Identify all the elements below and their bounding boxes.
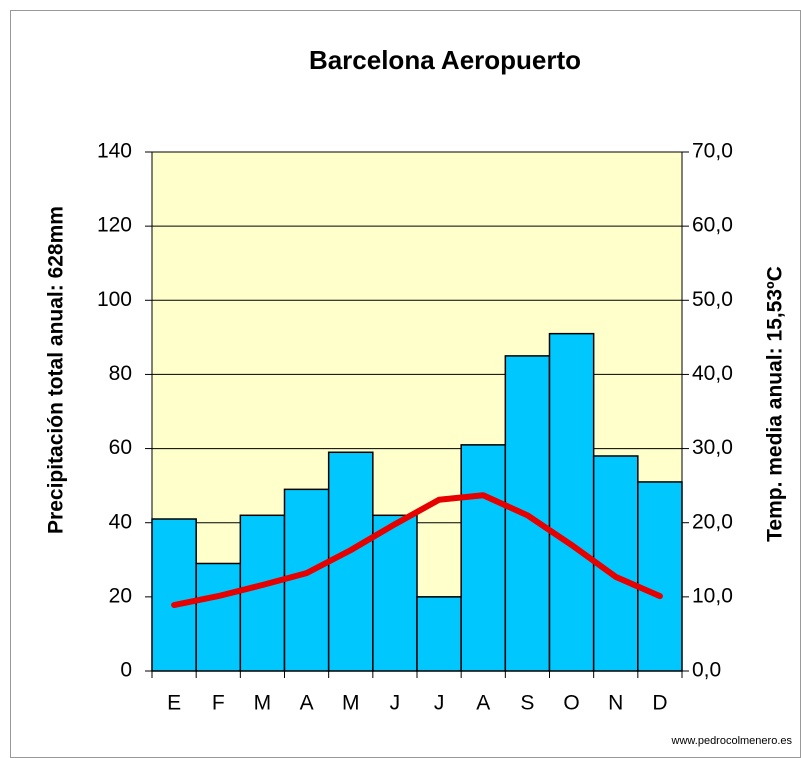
y2-tick-label: 70,0 — [692, 140, 733, 163]
x-tick-label: A — [300, 692, 314, 715]
x-tick-label: N — [608, 692, 623, 715]
y-axis-label: Precipitación total anual: 628mm — [45, 206, 68, 534]
y-tick-label: 60 — [109, 436, 132, 459]
y2-axis-label: Temp. media anual: 15,53ºC — [764, 266, 787, 542]
y-tick-label: 120 — [97, 214, 132, 237]
y-tick-label: 20 — [109, 584, 132, 607]
bar — [416, 596, 462, 672]
bar — [637, 481, 683, 672]
bar — [195, 562, 242, 672]
y2-tick-label: 0,0 — [692, 659, 721, 682]
bar — [327, 451, 374, 672]
x-tick-label: D — [652, 692, 667, 715]
bar — [151, 518, 197, 672]
bar — [372, 514, 418, 672]
y2-tick-label: 50,0 — [692, 288, 733, 311]
y-tick-label: 40 — [109, 510, 132, 533]
y2-tick-label: 40,0 — [692, 362, 733, 385]
y-tick-label: 100 — [97, 288, 132, 311]
x-tick-label: M — [342, 692, 360, 715]
temperature-line — [171, 492, 663, 609]
x-tick-label: J — [390, 692, 401, 715]
x-tick-label: M — [254, 692, 272, 715]
source: www.pedrocolmenero.es — [671, 735, 793, 747]
bar — [460, 444, 507, 672]
y2-tick-label: 20,0 — [692, 510, 733, 533]
x-tick-label: A — [476, 692, 490, 715]
y2-tick-label: 60,0 — [692, 214, 733, 237]
x-tick-label: J — [434, 692, 445, 715]
x-tick-label: O — [563, 692, 579, 715]
y-tick-label: 80 — [109, 362, 132, 385]
y-tick-label: 140 — [97, 140, 132, 163]
x-tick-label: S — [520, 692, 534, 715]
y2-tick-label: 10,0 — [692, 584, 733, 607]
y2-tick-label: 30,0 — [692, 436, 733, 459]
bar — [239, 514, 286, 672]
chart-title: Barcelona Aeropuerto — [309, 45, 581, 75]
x-tick-label: F — [212, 692, 225, 715]
x-tick-label: E — [167, 692, 181, 715]
bar — [548, 332, 595, 672]
y-tick-label: 0 — [120, 659, 132, 682]
